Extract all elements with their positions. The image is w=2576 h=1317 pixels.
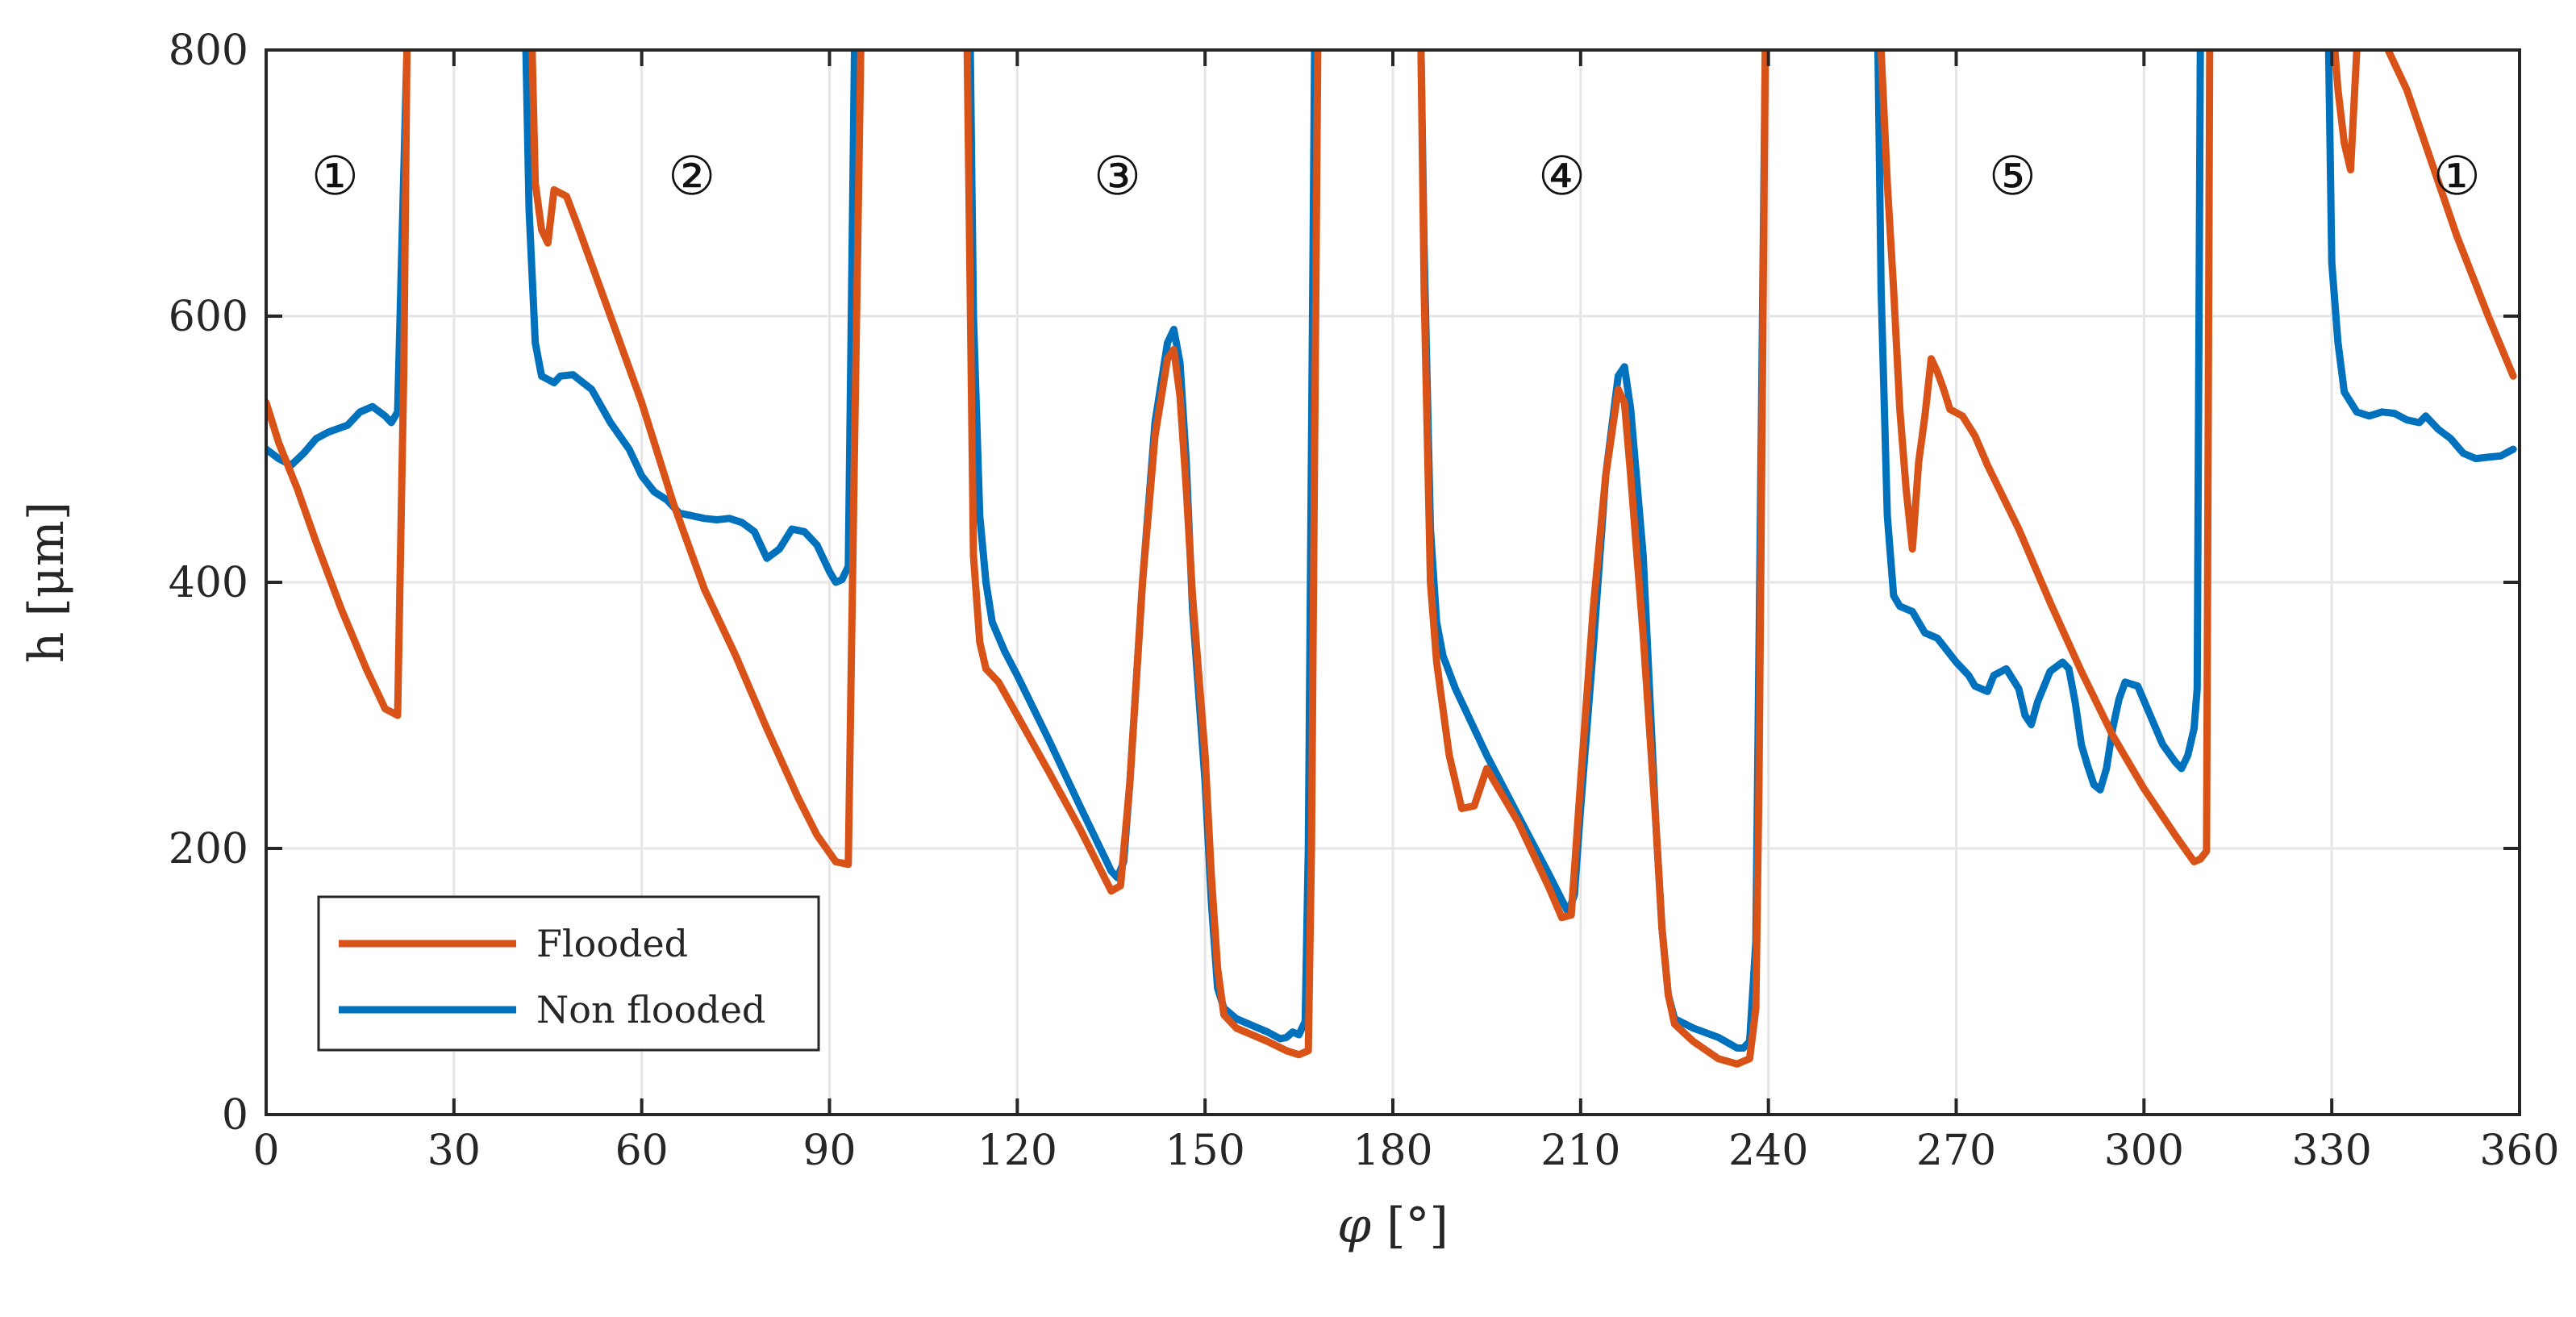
x-tick-label: 150: [1165, 1127, 1245, 1175]
y-tick-label: 800: [169, 27, 248, 75]
y-tick-label: 600: [169, 293, 248, 341]
x-tick-label: 30: [427, 1127, 481, 1175]
x-axis-title: φ [°]: [1337, 1198, 1448, 1254]
region-label: ④: [1538, 145, 1586, 207]
x-tick-label: 0: [252, 1127, 279, 1175]
x-tick-label: 180: [1353, 1127, 1432, 1175]
x-tick-label: 270: [1916, 1127, 1996, 1175]
region-label: ⑤: [1989, 145, 2036, 207]
region-label: ③: [1094, 145, 1141, 207]
x-tick-label: 90: [802, 1127, 856, 1175]
y-tick-label: 0: [222, 1091, 248, 1140]
region-label: ①: [2433, 145, 2481, 207]
region-label: ②: [668, 145, 715, 207]
series-lines: [266, 50, 2517, 1068]
x-axis-title-unit: [°]: [1386, 1198, 1448, 1254]
legend-label-flooded: Flooded: [536, 922, 688, 965]
y-tick-label: 400: [169, 559, 248, 607]
x-tick-label: 300: [2104, 1127, 2184, 1175]
x-tick-label: 210: [1540, 1127, 1620, 1175]
x-axis-title-symbol: φ: [1337, 1198, 1371, 1254]
series-line-flooded: [266, 50, 2517, 1068]
series-line-non-flooded: [266, 50, 2517, 1052]
legend-box: [317, 895, 820, 1052]
axis-ticks: 0 30 60 90 120 150 180 210 240 270 300 330 360 0 200 40…: [169, 27, 2560, 1175]
x-tick-label: 60: [615, 1127, 669, 1175]
y-tick-label: 200: [169, 825, 248, 873]
x-tick-label: 240: [1728, 1127, 1808, 1175]
x-axis-title-space: [1371, 1198, 1386, 1254]
y-axis-title: h [μm]: [19, 502, 75, 663]
legend: Flooded Non flooded: [317, 895, 820, 1052]
legend-label-non-flooded: Non flooded: [536, 988, 765, 1032]
x-tick-label: 360: [2479, 1127, 2559, 1175]
x-tick-label: 330: [2292, 1127, 2372, 1175]
region-label: ①: [311, 145, 359, 207]
region-labels: ① ② ③ ④ ⑤ ①: [311, 145, 2481, 207]
x-tick-label: 120: [977, 1127, 1057, 1175]
